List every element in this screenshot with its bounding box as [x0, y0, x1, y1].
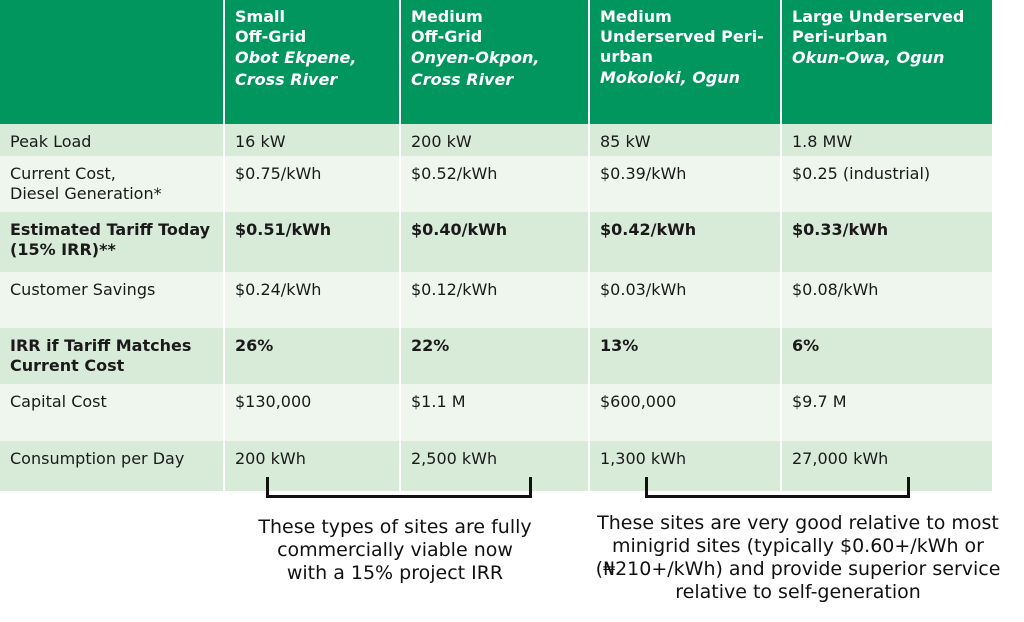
row-label: IRR if Tariff Matches Current Cost	[0, 328, 224, 384]
site-location: Obot Ekpene, Cross River	[235, 48, 357, 89]
table-row: Estimated Tariff Today (15% IRR)** $0.51/…	[0, 212, 992, 272]
table-cell: $0.39/kWh	[588, 156, 781, 212]
row-label: Current Cost, Diesel Generation*	[0, 156, 224, 212]
table-cell: 200 kW	[399, 124, 589, 156]
table-cell: 27,000 kWh	[780, 441, 992, 491]
table-row: Consumption per Day 200 kWh 2,500 kWh 1,…	[0, 441, 992, 491]
table-cell: 2,500 kWh	[399, 441, 589, 491]
table-cell: $0.25 (industrial)	[780, 156, 992, 212]
table-cell: $0.40/kWh	[399, 212, 589, 272]
header-row: Small Off-Grid Obot Ekpene, Cross River Me…	[0, 0, 992, 124]
table-cell: $0.51/kWh	[223, 212, 400, 272]
header-cell: Large Underserved Peri-urban Okun-Owa, Og…	[780, 0, 992, 124]
header-corner-cell	[0, 0, 224, 124]
table-row: IRR if Tariff Matches Current Cost 26% 22…	[0, 328, 992, 384]
table-cell: $0.03/kWh	[588, 272, 781, 328]
row-label: Customer Savings	[0, 272, 224, 328]
table-cell: 13%	[588, 328, 781, 384]
table-cell: $9.7 M	[780, 384, 992, 441]
site-location: Onyen-Okpon, Cross River	[411, 48, 540, 89]
table-cell: $0.12/kWh	[399, 272, 589, 328]
table-cell: $130,000	[223, 384, 400, 441]
table-row: Current Cost, Diesel Generation* $0.75/kW…	[0, 156, 992, 212]
header-cell: Small Off-Grid Obot Ekpene, Cross River	[223, 0, 400, 124]
table-cell: 6%	[780, 328, 992, 384]
note-superior-service: These sites are very good relative to mo…	[595, 512, 1001, 603]
site-location: Mokoloki, Ogun	[600, 68, 741, 87]
table-cell: 26%	[223, 328, 400, 384]
site-type: Medium Off-Grid	[411, 7, 483, 46]
table-cell: $0.75/kWh	[223, 156, 400, 212]
table-cell: 22%	[399, 328, 589, 384]
header-cell: Medium Underserved Peri-urban Mokoloki, O…	[588, 0, 781, 124]
table-cell: $0.24/kWh	[223, 272, 400, 328]
bracket-left	[266, 477, 532, 498]
table-cell: 200 kWh	[223, 441, 400, 491]
row-label: Capital Cost	[0, 384, 224, 441]
row-label: Estimated Tariff Today (15% IRR)**	[0, 212, 224, 272]
table-cell: 85 kW	[588, 124, 781, 156]
site-location: Okun-Owa, Ogun	[792, 48, 945, 67]
table-cell: $600,000	[588, 384, 781, 441]
table-cell: $0.42/kWh	[588, 212, 781, 272]
site-type: Small Off-Grid	[235, 7, 307, 46]
minigrid-comparison-table: Small Off-Grid Obot Ekpene, Cross River Me…	[0, 0, 992, 491]
table-row: Peak Load 16 kW 200 kW 85 kW 1.8 MW	[0, 124, 992, 156]
bracket-right	[645, 477, 910, 498]
table-cell: $1.1 M	[399, 384, 589, 441]
row-label: Peak Load	[0, 124, 224, 156]
table-cell: $0.33/kWh	[780, 212, 992, 272]
header-cell: Medium Off-Grid Onyen-Okpon, Cross River	[399, 0, 589, 124]
table-row: Customer Savings $0.24/kWh $0.12/kWh $0.…	[0, 272, 992, 328]
table-row: Capital Cost $130,000 $1.1 M $600,000 $9…	[0, 384, 992, 441]
site-type: Medium Underserved Peri-urban	[600, 7, 764, 66]
table-cell: 16 kW	[223, 124, 400, 156]
table-cell: $0.52/kWh	[399, 156, 589, 212]
table-cell: $0.08/kWh	[780, 272, 992, 328]
table-cell: 1,300 kWh	[588, 441, 781, 491]
site-type: Large Underserved Peri-urban	[792, 7, 965, 46]
table-cell: 1.8 MW	[780, 124, 992, 156]
note-commercially-viable: These types of sites are fully commercial…	[258, 516, 532, 584]
row-label: Consumption per Day	[0, 441, 224, 491]
